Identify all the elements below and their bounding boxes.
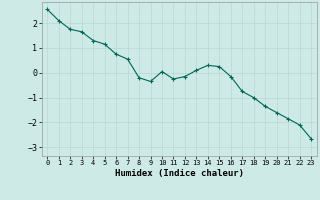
X-axis label: Humidex (Indice chaleur): Humidex (Indice chaleur) — [115, 169, 244, 178]
